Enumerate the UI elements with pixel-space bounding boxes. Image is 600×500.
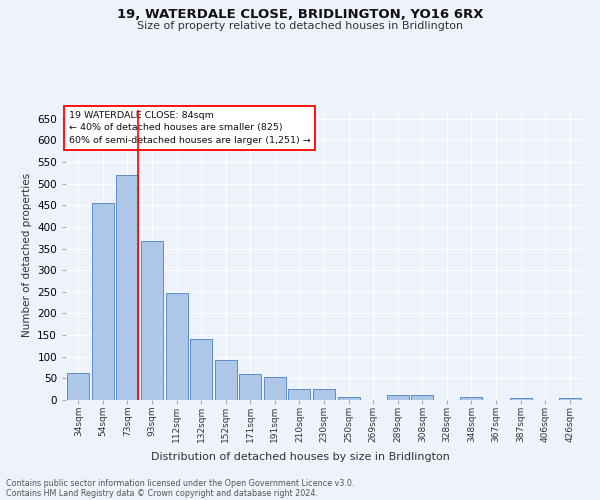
Text: 19 WATERDALE CLOSE: 84sqm
← 40% of detached houses are smaller (825)
60% of semi: 19 WATERDALE CLOSE: 84sqm ← 40% of detac… — [68, 110, 310, 146]
Bar — [239, 374, 262, 400]
Text: Contains public sector information licensed under the Open Government Licence v3: Contains public sector information licen… — [6, 478, 355, 488]
Bar — [559, 398, 581, 400]
Bar — [289, 389, 310, 400]
Bar — [67, 372, 89, 400]
Text: Distribution of detached houses by size in Bridlington: Distribution of detached houses by size … — [151, 452, 449, 462]
Bar — [411, 395, 433, 400]
Text: Contains HM Land Registry data © Crown copyright and database right 2024.: Contains HM Land Registry data © Crown c… — [6, 488, 318, 498]
Bar — [460, 397, 482, 400]
Text: 19, WATERDALE CLOSE, BRIDLINGTON, YO16 6RX: 19, WATERDALE CLOSE, BRIDLINGTON, YO16 6… — [117, 8, 483, 20]
Bar — [338, 396, 359, 400]
Bar — [116, 175, 139, 400]
Bar — [264, 376, 286, 400]
Text: Size of property relative to detached houses in Bridlington: Size of property relative to detached ho… — [137, 21, 463, 31]
Bar — [313, 389, 335, 400]
Bar — [190, 340, 212, 400]
Y-axis label: Number of detached properties: Number of detached properties — [22, 173, 32, 337]
Bar — [166, 292, 188, 400]
Bar — [386, 395, 409, 400]
Bar — [509, 398, 532, 400]
Bar — [92, 203, 114, 400]
Bar — [141, 240, 163, 400]
Bar — [215, 360, 237, 400]
